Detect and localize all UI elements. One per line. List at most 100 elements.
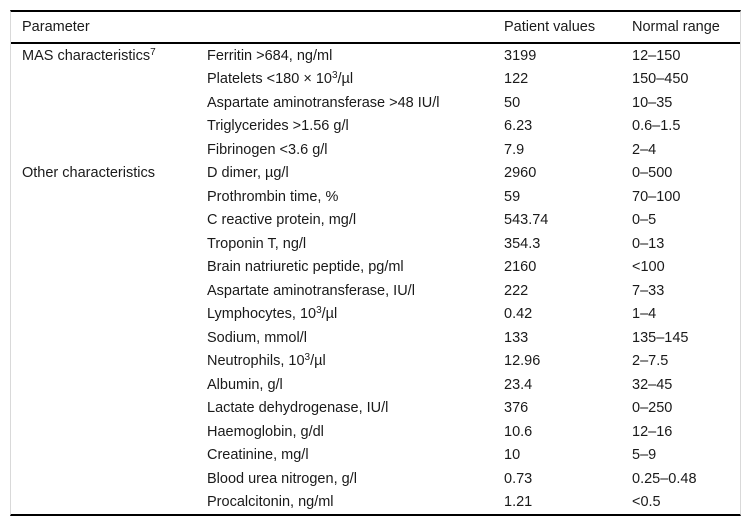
group-label-superscript: 7 bbox=[150, 46, 156, 58]
normal-range-cell: 0–500 bbox=[632, 165, 673, 181]
parameter-text: Aspartate aminotransferase >48 IU/l bbox=[207, 94, 440, 111]
normal-range-cell: 150–450 bbox=[632, 71, 689, 87]
lab-parameters-table: Parameter Patient values Normal range MA… bbox=[10, 10, 741, 516]
header-parameter: Parameter bbox=[22, 18, 90, 35]
parameter-text: Troponin T, ng/l bbox=[207, 235, 307, 252]
table-row: Neutrophils, 103/µl 12.96 2–7.5 bbox=[11, 350, 740, 374]
table-row: Sodium, mmol/l 133 135–145 bbox=[11, 326, 740, 350]
table-row: Lymphocytes, 103/µl 0.42 1–4 bbox=[11, 303, 740, 327]
parameter-text: Platelets <180 × 10 bbox=[207, 71, 332, 87]
parameter-text: Procalcitonin, ng/ml bbox=[207, 494, 334, 510]
table-row: MAS characteristics7 Ferritin >684, ng/m… bbox=[11, 44, 740, 68]
parameter-cell: Lymphocytes, 103/µl bbox=[207, 305, 504, 322]
parameter-cell: Brain natriuretic peptide, pg/ml bbox=[207, 260, 504, 275]
parameter-text: Aspartate aminotransferase, IU/l bbox=[207, 282, 415, 299]
table-row: Procalcitonin, ng/ml 1.21 <0.5 bbox=[11, 491, 740, 515]
normal-range-cell: 135–145 bbox=[632, 329, 689, 346]
table-row: Aspartate aminotransferase, IU/l 222 7–3… bbox=[11, 279, 740, 303]
parameter-superscript: 3 bbox=[316, 305, 322, 316]
table-row: Platelets <180 × 103/µl 122 150–450 bbox=[11, 68, 740, 92]
normal-range-cell: 2–7.5 bbox=[632, 353, 669, 369]
parameter-text: Fibrinogen <3.6 g/l bbox=[207, 141, 328, 158]
table-row: Lactate dehydrogenase, IU/l 376 0–250 bbox=[11, 397, 740, 421]
parameter-text: Blood urea nitrogen, g/l bbox=[207, 470, 357, 487]
parameter-cell: Ferritin >684, ng/ml bbox=[207, 48, 504, 64]
parameter-cell: Platelets <180 × 103/µl bbox=[207, 70, 504, 87]
normal-range-cell: 5–9 bbox=[632, 447, 657, 463]
parameter-cell: Blood urea nitrogen, g/l bbox=[207, 470, 504, 487]
patient-value-cell: 543.74 bbox=[504, 212, 549, 228]
normal-range-cell: 32–45 bbox=[632, 376, 673, 393]
header-normal-range: Normal range bbox=[632, 18, 720, 35]
parameter-text: C reactive protein, mg/l bbox=[207, 212, 357, 228]
normal-range-cell: 70–100 bbox=[632, 188, 681, 205]
normal-range-cell: <0.5 bbox=[632, 494, 661, 510]
patient-value-cell: 222 bbox=[504, 282, 529, 299]
parameter-cell: Creatinine, mg/l bbox=[207, 448, 504, 463]
table-row: Creatinine, mg/l 10 5–9 bbox=[11, 444, 740, 468]
normal-range-cell: 12–150 bbox=[632, 47, 681, 64]
table-body: MAS characteristics7 Ferritin >684, ng/m… bbox=[11, 44, 740, 514]
patient-value-cell: 10 bbox=[504, 447, 521, 463]
normal-range-cell: 7–33 bbox=[632, 282, 665, 299]
table-row: C reactive protein, mg/l 543.74 0–5 bbox=[11, 209, 740, 233]
parameter-text: Haemoglobin, g/dl bbox=[207, 423, 324, 440]
table-row: Other characteristics D dimer, µg/l 2960… bbox=[11, 162, 740, 186]
parameter-superscript: 3 bbox=[304, 352, 311, 363]
parameter-text-end: /µl bbox=[321, 306, 338, 322]
patient-value-cell: 6.23 bbox=[504, 118, 533, 134]
parameter-text: Lactate dehydrogenase, IU/l bbox=[207, 400, 389, 416]
patient-value-cell: 122 bbox=[504, 71, 529, 87]
parameter-cell: Aspartate aminotransferase >48 IU/l bbox=[207, 94, 504, 111]
parameter-cell: Lactate dehydrogenase, IU/l bbox=[207, 401, 504, 416]
normal-range-cell: 0.6–1.5 bbox=[632, 118, 681, 134]
parameter-text: Lymphocytes, 10 bbox=[207, 306, 317, 322]
table-row: Haemoglobin, g/dl 10.6 12–16 bbox=[11, 420, 740, 444]
patient-value-cell: 133 bbox=[504, 329, 529, 346]
normal-range-cell: 1–4 bbox=[632, 306, 657, 322]
parameter-text: D dimer, µg/l bbox=[207, 165, 289, 181]
normal-range-cell: 0–250 bbox=[632, 400, 673, 416]
normal-range-cell: 0–5 bbox=[632, 212, 657, 228]
patient-value-cell: 59 bbox=[504, 188, 521, 205]
table-row: Blood urea nitrogen, g/l 0.73 0.25–0.48 bbox=[11, 467, 740, 491]
normal-range-cell: 10–35 bbox=[632, 94, 673, 111]
table-row: Albumin, g/l 23.4 32–45 bbox=[11, 373, 740, 397]
parameter-cell: D dimer, µg/l bbox=[207, 166, 504, 181]
group-label-text: MAS characteristics bbox=[22, 47, 151, 64]
patient-value-cell: 376 bbox=[504, 400, 529, 416]
parameter-cell: Prothrombin time, % bbox=[207, 188, 504, 205]
normal-range-cell: <100 bbox=[632, 259, 665, 275]
parameter-cell: Albumin, g/l bbox=[207, 377, 504, 393]
parameter-cell: C reactive protein, mg/l bbox=[207, 213, 504, 228]
parameter-superscript: 3 bbox=[331, 70, 338, 81]
parameter-text: Neutrophils, 10 bbox=[207, 353, 305, 369]
table-row: Brain natriuretic peptide, pg/ml 2160 <1… bbox=[11, 256, 740, 280]
table-header-row: Parameter Patient values Normal range bbox=[11, 12, 740, 44]
table-row: Prothrombin time, % 59 70–100 bbox=[11, 185, 740, 209]
table-row: Aspartate aminotransferase >48 IU/l 50 1… bbox=[11, 91, 740, 115]
parameter-text: Sodium, mmol/l bbox=[207, 329, 307, 346]
header-patient-values: Patient values bbox=[504, 18, 596, 35]
parameter-cell: Haemoglobin, g/dl bbox=[207, 423, 504, 440]
parameter-text: Brain natriuretic peptide, pg/ml bbox=[207, 259, 404, 275]
parameter-text: Creatinine, mg/l bbox=[207, 447, 309, 463]
parameter-cell: Troponin T, ng/l bbox=[207, 235, 504, 252]
parameter-cell: Aspartate aminotransferase, IU/l bbox=[207, 282, 504, 299]
table-row: Triglycerides >1.56 g/l 6.23 0.6–1.5 bbox=[11, 115, 740, 139]
patient-value-cell: 2160 bbox=[504, 259, 537, 275]
patient-value-cell: 354.3 bbox=[504, 235, 541, 252]
parameter-cell: Neutrophils, 103/µl bbox=[207, 352, 504, 369]
parameter-text: Prothrombin time, % bbox=[207, 188, 339, 205]
parameter-group-cell: MAS characteristics7 bbox=[11, 46, 207, 64]
patient-value-cell: 23.4 bbox=[504, 376, 533, 393]
parameter-cell: Sodium, mmol/l bbox=[207, 329, 504, 346]
parameter-cell: Triglycerides >1.56 g/l bbox=[207, 119, 504, 134]
normal-range-cell: 0–13 bbox=[632, 235, 665, 252]
parameter-text-end: /µl bbox=[310, 353, 326, 369]
normal-range-cell: 2–4 bbox=[632, 141, 657, 158]
patient-value-cell: 50 bbox=[504, 94, 521, 111]
patient-value-cell: 7.9 bbox=[504, 141, 525, 158]
patient-value-cell: 2960 bbox=[504, 165, 537, 181]
parameter-cell: Procalcitonin, ng/ml bbox=[207, 495, 504, 510]
